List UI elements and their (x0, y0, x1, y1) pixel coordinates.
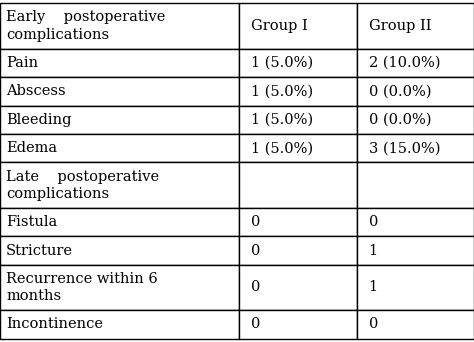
Text: 0: 0 (368, 317, 378, 331)
Text: 3 (15.0%): 3 (15.0%) (368, 141, 440, 155)
Text: 0: 0 (251, 317, 261, 331)
Bar (239, 208, 356, 236)
Text: 1: 1 (368, 244, 378, 258)
Text: 1: 1 (368, 280, 378, 294)
Bar (239, 3, 356, 49)
Text: Abscess: Abscess (6, 84, 66, 98)
Bar (356, 310, 474, 339)
Bar (239, 106, 356, 134)
Text: 0: 0 (251, 280, 261, 294)
Text: 1 (5.0%): 1 (5.0%) (251, 113, 313, 127)
Text: Group I: Group I (251, 19, 308, 33)
Text: Edema: Edema (6, 141, 57, 155)
Text: 1 (5.0%): 1 (5.0%) (251, 56, 313, 70)
Bar (356, 49, 474, 77)
Bar (356, 265, 474, 310)
Bar (239, 265, 356, 310)
Text: Incontinence: Incontinence (6, 317, 103, 331)
Bar (239, 49, 356, 77)
Bar (239, 236, 356, 265)
Text: Bleeding: Bleeding (6, 113, 72, 127)
Bar (356, 162, 474, 208)
Bar (239, 162, 356, 208)
Bar (0, 49, 239, 77)
Text: Pain: Pain (6, 56, 38, 70)
Bar (0, 162, 239, 208)
Bar (0, 265, 239, 310)
Bar (0, 310, 239, 339)
Text: 0: 0 (251, 215, 261, 229)
Text: 0: 0 (368, 215, 378, 229)
Bar (0, 3, 239, 49)
Text: Fistula: Fistula (6, 215, 57, 229)
Bar (0, 236, 239, 265)
Text: Late    postoperative
complications: Late postoperative complications (6, 170, 159, 201)
Bar (356, 106, 474, 134)
Bar (239, 77, 356, 106)
Text: 0: 0 (251, 244, 261, 258)
Text: 0 (0.0%): 0 (0.0%) (368, 113, 431, 127)
Bar (356, 134, 474, 162)
Bar (0, 208, 239, 236)
Text: Group II: Group II (368, 19, 431, 33)
Bar (239, 134, 356, 162)
Text: 2 (10.0%): 2 (10.0%) (368, 56, 440, 70)
Bar (356, 208, 474, 236)
Bar (356, 236, 474, 265)
Text: 1 (5.0%): 1 (5.0%) (251, 84, 313, 98)
Text: Early    postoperative
complications: Early postoperative complications (6, 11, 165, 42)
Bar (239, 310, 356, 339)
Bar (356, 3, 474, 49)
Bar (0, 106, 239, 134)
Text: 0 (0.0%): 0 (0.0%) (368, 84, 431, 98)
Text: Stricture: Stricture (6, 244, 73, 258)
Text: Recurrence within 6
months: Recurrence within 6 months (6, 272, 158, 303)
Bar (0, 77, 239, 106)
Bar (356, 77, 474, 106)
Text: 1 (5.0%): 1 (5.0%) (251, 141, 313, 155)
Bar (0, 134, 239, 162)
